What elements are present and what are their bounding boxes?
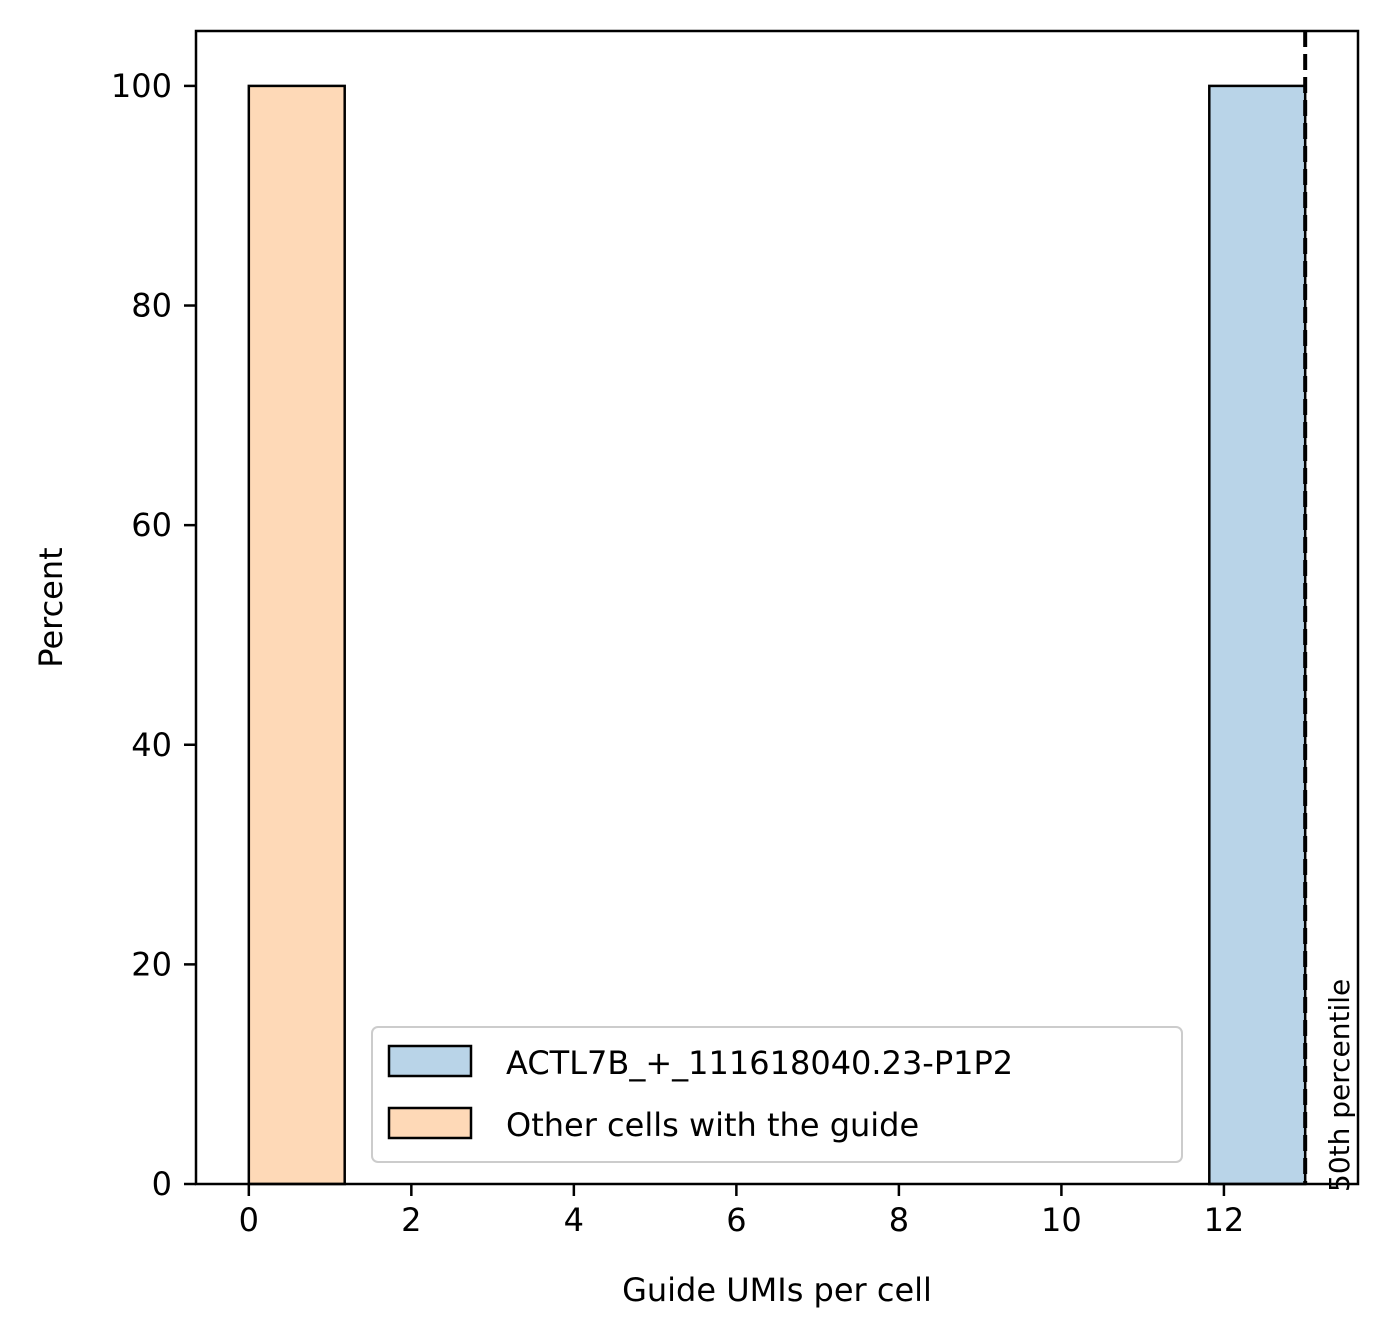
x-tick-label: 0 <box>239 1201 259 1239</box>
bar-series-1-bin-0 <box>247 84 346 1186</box>
y-tick-label: 0 <box>152 1165 172 1203</box>
bars-layer <box>247 84 1307 1186</box>
legend-label-actl7b: ACTL7B_+_111618040.23-P1P2 <box>506 1044 1013 1082</box>
annotation-layer: 50th percentile <box>1303 31 1356 1192</box>
legend: ACTL7B_+_111618040.23-P1P2 Other cells w… <box>371 1026 1183 1163</box>
plot-area-frame <box>194 29 1360 1186</box>
legend-swatch-other-cells <box>387 1106 473 1140</box>
legend-label-other-cells: Other cells with the guide <box>506 1106 919 1144</box>
y-tick-label: 80 <box>131 287 172 325</box>
x-tick-label: 10 <box>1041 1201 1082 1239</box>
x-tick-label: 12 <box>1204 1201 1245 1239</box>
y-tick-label: 100 <box>111 67 172 105</box>
bar-series-0-bin-0 <box>1208 84 1307 1186</box>
x-tick-label: 4 <box>564 1201 584 1239</box>
x-axis-ticks: 0 2 4 6 8 10 12 <box>239 1184 1245 1239</box>
legend-box <box>371 1026 1183 1163</box>
x-tick-label: 2 <box>401 1201 421 1239</box>
y-tick-label: 20 <box>131 945 172 983</box>
x-axis-label: Guide UMIs per cell <box>622 1271 932 1309</box>
y-tick-label: 60 <box>131 506 172 544</box>
x-tick-label: 8 <box>889 1201 909 1239</box>
y-axis-label: Percent <box>32 547 70 667</box>
y-tick-label: 40 <box>131 726 172 764</box>
y-axis-ticks: 0 20 40 60 80 100 <box>111 67 196 1203</box>
x-tick-label: 6 <box>726 1201 746 1239</box>
percentile-50-label: 50th percentile <box>1323 979 1356 1192</box>
legend-swatch-actl7b <box>387 1044 473 1078</box>
